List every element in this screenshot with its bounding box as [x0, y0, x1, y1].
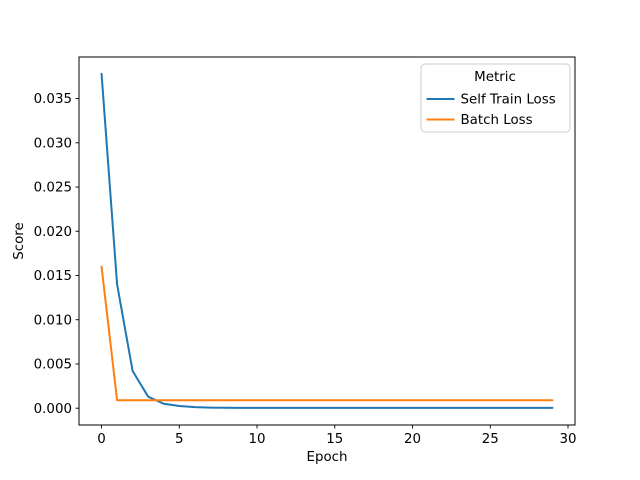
y-axis-label: Score — [12, 222, 27, 260]
self-train-loss-line — [100, 72, 554, 409]
legend-title: Metric — [474, 70, 516, 85]
x-axis-label: Epoch — [306, 450, 347, 465]
legend-label-self-train-loss: Self Train Loss — [461, 93, 556, 108]
y-tick-label: 0.000 — [34, 402, 72, 417]
legend-item-batch-loss: Batch Loss — [426, 113, 533, 128]
y-tick-label: 0.020 — [34, 225, 72, 240]
y-tick-label: 0.010 — [34, 313, 72, 328]
y-tick-label: 0.035 — [34, 92, 72, 107]
x-tick-label: 5 — [175, 432, 184, 447]
y-tick-label: 0.015 — [34, 269, 72, 284]
y-tick-label: 0.030 — [34, 136, 72, 151]
y-axis-ticks: 0.000 0.005 0.010 0.015 0.020 0.025 0.030 0.035 — [34, 92, 79, 417]
x-tick-label: 0 — [97, 432, 106, 447]
x-axis-ticks: 0 5 10 15 20 25 30 — [97, 425, 577, 447]
x-tick-label: 30 — [559, 432, 576, 447]
x-tick-label: 10 — [249, 432, 266, 447]
legend-frame — [420, 63, 571, 133]
legend: Metric Self Train Loss Batch Loss — [420, 63, 571, 133]
x-tick-label: 15 — [326, 432, 343, 447]
y-tick-label: 0.025 — [34, 181, 72, 196]
legend-item-self-train-loss: Self Train Loss — [426, 93, 556, 108]
batch-loss-line — [100, 265, 554, 402]
x-tick-label: 25 — [482, 432, 499, 447]
x-tick-label: 20 — [404, 432, 421, 447]
y-tick-label: 0.005 — [34, 358, 72, 373]
legend-label-batch-loss: Batch Loss — [461, 113, 533, 128]
series-lines — [100, 72, 554, 409]
axes-spines — [78, 56, 576, 426]
